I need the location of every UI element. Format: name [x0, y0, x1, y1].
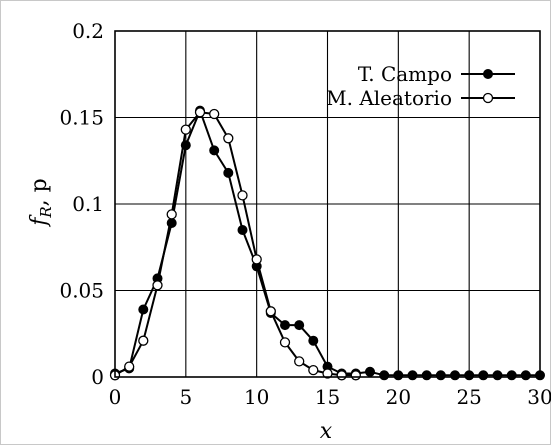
point-t-campo-14 — [308, 335, 319, 346]
point-t-campo-25 — [464, 370, 475, 381]
point-m-aleatorio-7 — [209, 108, 220, 120]
point-t-campo-7 — [209, 145, 220, 156]
ticks: 0 5 10 15 20 25 30 0 0.05 0.1 0.15 0.2 — [59, 19, 551, 409]
point-t-campo-26 — [478, 370, 489, 381]
x-axis-label: x — [320, 419, 333, 444]
point-t-campo-2 — [138, 304, 149, 315]
point-t-campo-18 — [365, 366, 375, 377]
grid — [115, 31, 540, 377]
legend: T. Campo M. Aleatorio — [326, 62, 515, 110]
point-m-aleatorio-12 — [279, 337, 291, 348]
point-m-aleatorio-9 — [237, 190, 248, 201]
legend-label-t-campo: T. Campo — [358, 62, 452, 86]
point-m-aleatorio-1 — [124, 361, 135, 372]
point-m-aleatorio-6 — [194, 107, 206, 118]
point-t-campo-23 — [435, 370, 446, 381]
point-t-campo-21 — [407, 370, 418, 381]
point-t-campo-28 — [506, 370, 517, 381]
point-t-campo-4 — [166, 218, 177, 228]
y-tick-label: 0.15 — [59, 106, 104, 130]
x-tick-label: 25 — [456, 385, 481, 409]
point-t-campo-24 — [450, 370, 460, 381]
point-t-campo-9 — [237, 225, 248, 235]
x-tick-label: 15 — [315, 385, 340, 409]
y-tick-label: 0.1 — [72, 192, 104, 216]
point-m-aleatorio-13 — [294, 356, 305, 367]
point-m-aleatorio-8 — [223, 133, 234, 144]
y-tick-label: 0.2 — [72, 19, 104, 43]
series-layer — [109, 105, 545, 381]
point-t-campo-8 — [223, 167, 234, 178]
point-m-aleatorio-3 — [152, 280, 163, 291]
series-line-1 — [114, 111, 356, 377]
y-tick-label: 0.05 — [59, 279, 104, 303]
point-t-campo-29 — [520, 370, 531, 381]
x-tick-label: 5 — [179, 385, 192, 409]
y-tick-label: 0 — [91, 365, 104, 389]
legend-marker-m-aleatorio — [482, 92, 494, 104]
point-m-aleatorio-10 — [251, 254, 262, 265]
point-m-aleatorio-16 — [336, 370, 347, 381]
y-axis-label: fR, p — [27, 178, 55, 228]
point-m-aleatorio-2 — [138, 335, 149, 346]
point-m-aleatorio-5 — [180, 124, 191, 135]
point-t-campo-5 — [180, 140, 191, 151]
point-m-aleatorio-17 — [350, 370, 361, 381]
x-tick-label: 20 — [386, 385, 411, 409]
point-m-aleatorio-11 — [265, 306, 276, 317]
plot-area-border — [114, 30, 541, 378]
x-tick-label: 30 — [527, 385, 551, 409]
point-t-campo-19 — [379, 370, 390, 381]
point-m-aleatorio-4 — [166, 209, 177, 220]
x-tick-label: 10 — [244, 385, 269, 409]
legend-label-m-aleatorio: M. Aleatorio — [326, 86, 452, 110]
point-m-aleatorio-15 — [322, 368, 333, 379]
point-t-campo-20 — [393, 370, 404, 381]
legend-marker-t-campo — [483, 69, 493, 79]
point-t-campo-27 — [492, 370, 503, 381]
point-m-aleatorio-14 — [308, 364, 319, 376]
point-t-campo-12 — [280, 320, 290, 331]
point-t-campo-13 — [294, 320, 305, 331]
point-t-campo-22 — [421, 370, 432, 381]
x-tick-label: 0 — [109, 385, 122, 409]
